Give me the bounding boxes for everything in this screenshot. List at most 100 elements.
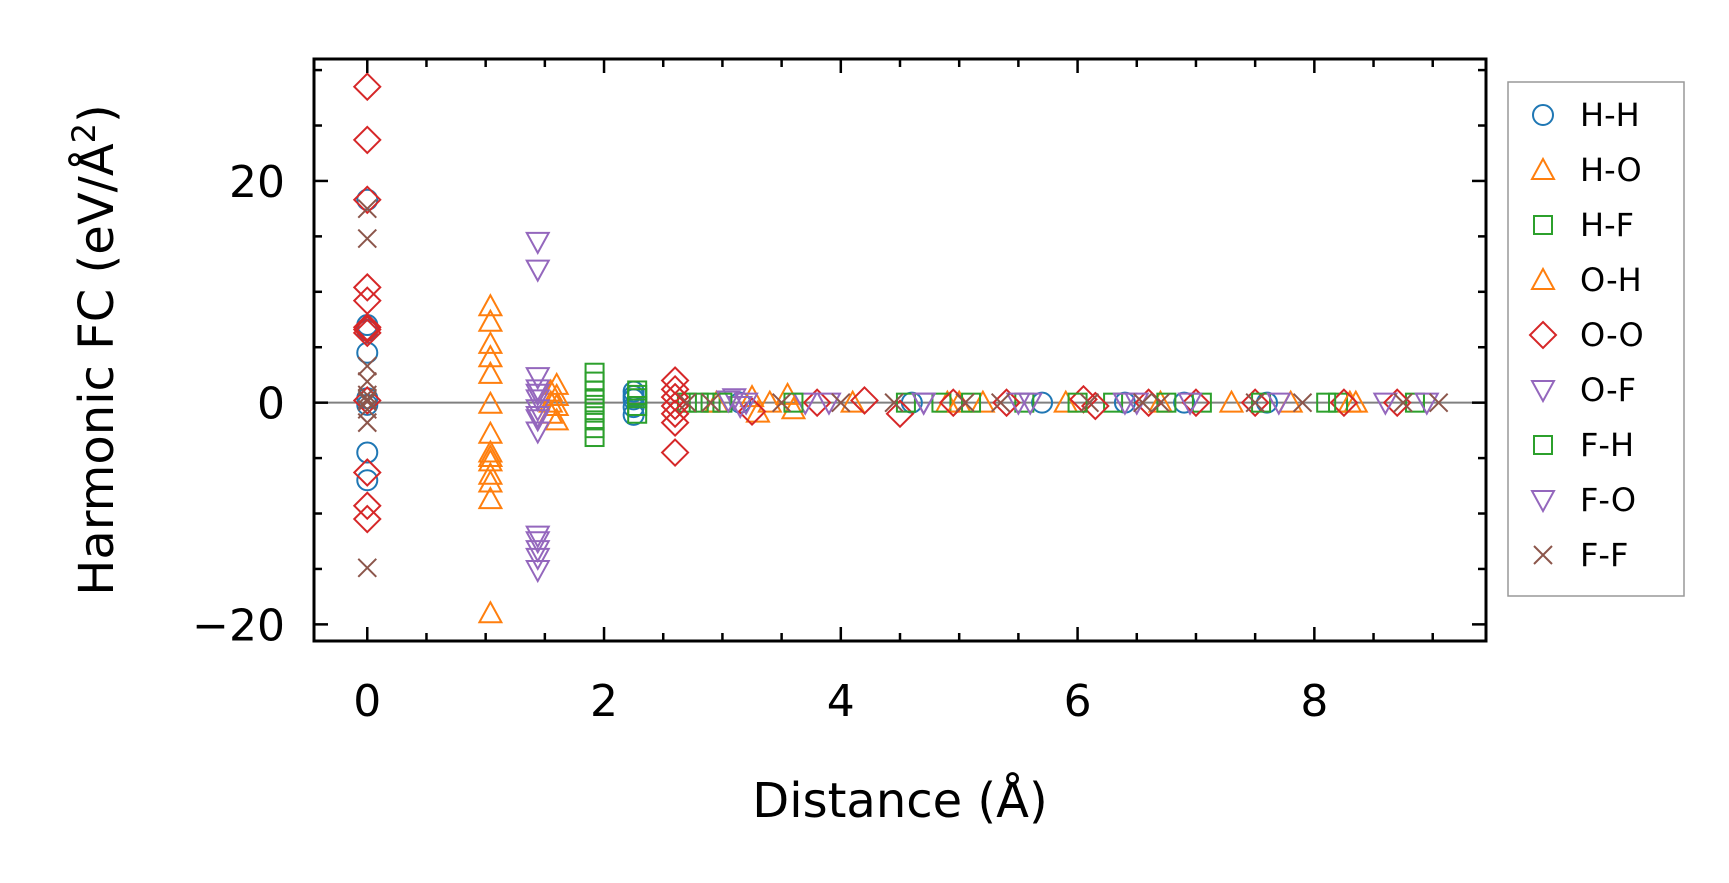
data-point: [1150, 392, 1171, 413]
data-point: [677, 392, 697, 413]
legend-item: H-O: [1530, 151, 1642, 189]
legend-label: F-H: [1580, 426, 1634, 464]
data-point: [357, 391, 377, 412]
y-axis-label-superscript: 2: [65, 123, 103, 143]
legend-marker: [1530, 490, 1556, 514]
data-point: [477, 360, 504, 384]
y-axis-label: Harmonic FC (eV/Å2): [65, 104, 125, 596]
data-point: [352, 125, 382, 155]
data-point: [352, 312, 382, 342]
legend-marker: [1533, 215, 1553, 235]
data-point: [352, 315, 382, 344]
data-point: [1382, 388, 1412, 418]
data-point: [839, 389, 866, 413]
x-tick-labels: 0 2 4 6 8: [353, 676, 1328, 727]
y-tick-label: 20: [229, 157, 285, 208]
legend-item: H-F: [1533, 206, 1634, 244]
legend-label: O-O: [1580, 316, 1644, 354]
data-point: [477, 443, 504, 467]
data-point: [660, 391, 690, 421]
data-point: [1005, 392, 1032, 416]
series-f-h: [688, 392, 1337, 413]
data-point: [352, 386, 382, 415]
legend-marker: [1533, 545, 1553, 565]
data-point: [1240, 388, 1270, 418]
data-point: [356, 469, 379, 492]
data-point: [525, 531, 551, 555]
legend-item: F-O: [1530, 481, 1636, 519]
legend-item: O-F: [1530, 371, 1636, 409]
legend-item: F-H: [1533, 426, 1634, 464]
data-point: [352, 318, 382, 348]
data-point: [992, 388, 1021, 418]
data-point: [990, 392, 1011, 413]
legend-item: F-F: [1533, 536, 1628, 574]
data-point: [816, 392, 842, 416]
data-point: [525, 231, 551, 255]
data-point: [1053, 389, 1079, 413]
y-tick-label: 0: [257, 379, 285, 430]
data-point: [1428, 392, 1449, 413]
data-point: [525, 525, 551, 549]
legend-label: O-H: [1580, 261, 1642, 299]
data-point: [1132, 392, 1153, 413]
data-point: [357, 198, 377, 219]
data-point: [771, 392, 792, 413]
data-point: [961, 392, 982, 413]
y-axis-label-close: ): [69, 104, 125, 123]
data-point: [1372, 392, 1399, 416]
data-points: [352, 72, 1449, 624]
data-point: [477, 461, 504, 485]
x-tick-label: 0: [353, 676, 381, 727]
data-point: [357, 228, 377, 249]
data-point: [477, 390, 504, 414]
data-point: [538, 389, 564, 413]
data-point: [525, 421, 551, 445]
data-point: [477, 308, 504, 332]
data-point: [477, 486, 504, 510]
data-point: [850, 386, 879, 415]
data-point: [727, 395, 753, 420]
plot-frame: [312, 57, 1488, 643]
data-point: [352, 458, 382, 487]
legend-item: O-H: [1530, 261, 1642, 299]
data-point: [884, 392, 904, 413]
data-point: [477, 469, 504, 493]
data-point: [831, 392, 851, 413]
legend-marker: [1533, 435, 1553, 455]
data-point: [357, 412, 377, 433]
data-point: [525, 383, 551, 407]
data-point: [660, 408, 690, 438]
data-point: [352, 272, 382, 302]
data-point: [1414, 392, 1440, 416]
data-point: [352, 491, 382, 521]
x-tick-label: 8: [1300, 676, 1328, 727]
legend: H-H H-O H-F O-H O-O O-F F-H F-O F-F: [1507, 81, 1685, 597]
data-point: [357, 389, 377, 410]
data-point: [660, 438, 690, 467]
data-point: [970, 389, 996, 413]
legend-item: H-H: [1532, 96, 1640, 134]
data-point: [700, 392, 721, 413]
data-point: [885, 399, 915, 429]
data-point: [525, 259, 551, 283]
x-tick-label: 6: [1064, 676, 1092, 727]
series-f-o: [525, 383, 1440, 571]
y-tick-labels: −20 0 20: [192, 157, 285, 651]
data-point: [477, 439, 504, 463]
data-point: [895, 392, 916, 413]
legend-marker: [1528, 320, 1558, 350]
legend-marker: [1530, 380, 1556, 404]
data-point: [525, 367, 551, 391]
data-point: [721, 388, 747, 412]
x-tick-label: 2: [590, 676, 618, 727]
data-point: [1393, 392, 1413, 413]
legend-label: F-O: [1580, 481, 1636, 519]
data-point: [931, 392, 952, 413]
data-point: [910, 392, 937, 416]
data-point: [525, 409, 551, 433]
data-point: [352, 72, 382, 102]
data-point: [352, 504, 382, 534]
